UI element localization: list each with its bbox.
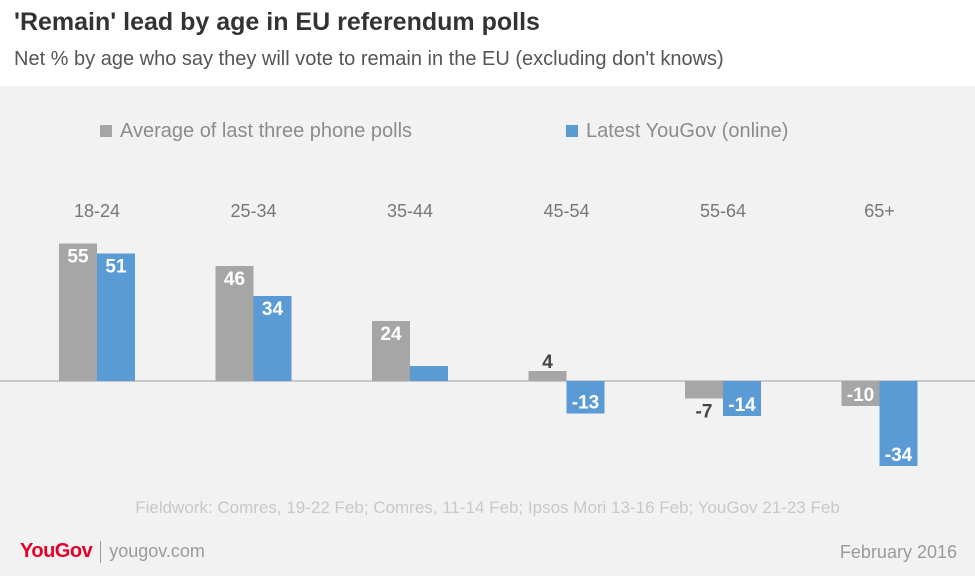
data-label: -14 [728,395,756,416]
publish-date: February 2016 [839,542,957,562]
category-label: 18-24 [74,201,120,221]
chart-subtitle: Net % by age who say they will vote to r… [14,48,724,70]
bar-yougov-35-44 [410,366,448,381]
category-label: 55-64 [700,201,746,221]
legend-label-phone-polls: Average of last three phone polls [120,119,413,142]
legend-item-phone-polls: Average of last three phone polls [100,120,412,142]
bar-yougov-25-34 [253,296,292,381]
bar-phone-polls-45-54 [528,371,567,381]
data-label: 55 [67,247,89,268]
bar-phone-polls-55-64 [685,381,723,399]
data-label: 51 [105,257,127,278]
chart-panel [0,86,975,576]
bar-phone-polls-25-34 [215,266,254,381]
legend-label-yougov: Latest YouGov (online) [586,119,789,142]
category-label: 45-54 [543,201,589,221]
data-label: -13 [572,393,599,414]
data-label: 46 [224,269,245,290]
data-label: 24 [380,324,402,345]
chart-title: 'Remain' lead by age in EU referendum po… [14,8,540,36]
category-label: 65+ [864,201,895,221]
data-label: -7 [696,402,713,423]
bar-phone-polls-18-24 [59,243,97,381]
yougov-logo: YouGov [20,540,93,562]
data-label: 4 [542,352,553,373]
site-url: yougov.com [109,541,205,561]
data-label: 34 [262,299,284,320]
legend-swatch-phone-polls [100,125,112,137]
fieldwork-note: Fieldwork: Comres, 19-22 Feb; Comres, 11… [135,498,840,517]
category-label: 35-44 [387,201,433,221]
bar-yougov-65+ [879,381,918,466]
legend-swatch-yougov [566,125,578,137]
bar-phone-polls-65+ [841,381,880,406]
footer-divider [100,540,102,563]
bar-yougov-55-64 [723,381,761,416]
legend-item-yougov: Latest YouGov (online) [566,120,788,142]
footer-brand: YouGov yougov.com [20,540,205,563]
data-label: -34 [885,445,913,466]
bar-phone-polls-35-44 [372,321,410,381]
bar-yougov-18-24 [97,253,135,381]
data-label: -10 [847,385,874,406]
chart-header: 'Remain' lead by age in EU referendum po… [0,0,975,86]
bar-yougov-45-54 [566,381,605,414]
category-label: 25-34 [230,201,276,221]
